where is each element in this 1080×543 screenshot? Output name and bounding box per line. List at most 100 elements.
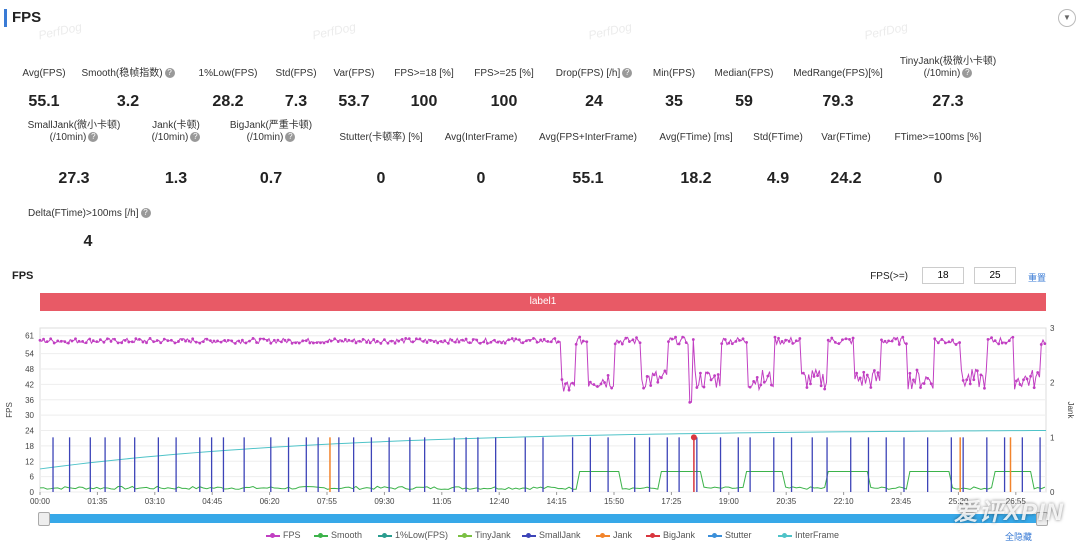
legend-item[interactable]: Stutter [708,530,752,540]
fps-point [155,339,159,342]
y2-tick-label: 3 [1050,324,1055,333]
fps-point [535,340,539,344]
fps-point [990,336,993,340]
fps-point [581,339,585,343]
fps-point [457,340,461,344]
x-tick-label: 11:05 [432,497,452,506]
metric-card: Jank(卡顿) (/10min)? 1.3 [116,120,236,187]
fps-point [340,339,344,343]
fps-point [507,338,511,342]
fps-point [201,340,205,343]
fps-point [588,380,592,384]
fps-point [730,342,734,346]
hide-all-button[interactable]: 全隐藏 [1004,532,1032,542]
section-title: FPS [12,9,42,26]
legend-item[interactable]: 1%Low(FPS) [378,530,448,540]
metric-card: Var(FPS) 53.7 [294,68,414,118]
metric-value: 18.2 [680,170,712,187]
fps-point [209,339,212,343]
x-tick-label: 19:00 [719,497,740,506]
fps-point [343,337,347,341]
legend-label: BigJank [663,530,696,540]
fps-threshold-1-input[interactable] [922,267,964,284]
fps-point [393,341,397,345]
y2-axis-label: Jank [1066,402,1075,420]
metric-label: Jank(卡顿) [116,120,236,132]
help-icon[interactable]: ? [190,132,201,143]
fps-point [780,340,784,343]
fps-point [198,341,202,345]
legend-item[interactable]: FPS [266,530,301,540]
fps-point [865,373,869,377]
fps-point [240,338,244,342]
legend-item[interactable]: InterFrame [778,530,839,540]
fps-point [592,383,596,386]
metric-label: Delta(FTime)>100ms [/h]? [28,208,151,220]
metric-label-text: Avg(FTime) [ms] [659,132,733,143]
fps-point [127,340,131,344]
slider-end-handle[interactable] [1036,512,1048,526]
fps-point [993,339,997,343]
fps-point [258,337,262,341]
fps-point [553,337,557,340]
metric-label-text: 1%Low(FPS) [198,68,258,79]
metric-value: 100 [490,93,518,110]
fps-point [191,337,195,341]
fps-point [223,339,227,342]
fps-point [120,341,124,345]
label-band[interactable]: label1 [40,293,1046,311]
help-icon[interactable]: ? [140,208,151,219]
legend-item[interactable]: Jank [596,530,632,540]
x-tick-label: 26:55 [1006,497,1027,506]
fps-point [986,338,990,341]
help-icon[interactable]: ? [962,68,973,79]
metric-label-unit: (/10min)? [211,132,331,144]
metric-value: 28.2 [212,93,244,110]
y-tick-label: 6 [30,473,35,482]
fps-point [823,387,827,391]
legend-swatch-icon [596,532,610,538]
slider-start-handle[interactable] [38,512,50,526]
fps-point [152,340,156,344]
section-accent-bar [4,9,7,27]
legend-item[interactable]: TinyJank [458,530,511,540]
metric-label-text: Median(FPS) [714,68,774,79]
reset-button[interactable]: 重置 [1027,273,1046,283]
y-tick-label: 61 [25,332,34,341]
fps-point [738,338,741,342]
help-icon[interactable]: ? [622,68,633,79]
fps-point [663,369,667,373]
time-range-slider[interactable] [38,512,1048,526]
help-icon[interactable]: ? [88,132,99,143]
legend-item[interactable]: SmallJank [522,530,581,540]
metric-label: FPS>=18 [%] [364,68,484,80]
x-tick-label: 20:35 [776,497,797,506]
help-icon[interactable]: ? [164,68,175,79]
metric-label-text: Avg(FPS) [22,68,66,79]
help-icon[interactable]: ? [285,132,296,143]
legend-item[interactable]: BigJank [646,530,695,540]
fps-point [52,341,56,345]
fps-point [713,374,717,378]
chevron-down-icon[interactable]: ▼ [1058,9,1076,27]
metric-card: Smooth(稳帧指数)? 3.2 [68,68,188,118]
legend-swatch-icon [458,532,472,538]
fps-point [329,339,333,343]
fps-point [872,369,876,372]
x-tick-label: 01:35 [87,497,108,506]
fps-point [805,386,809,389]
fps-threshold-2-input[interactable] [974,267,1016,284]
metric-card: SmallJank(微小卡顿) (/10min)? 27.3 [14,120,134,187]
fps-point [844,337,848,341]
metric-label-text: MedRange(FPS)[%] [793,68,883,79]
legend-item[interactable]: Smooth [314,530,362,540]
metric-card: Var(FTime) 24.2 [786,132,906,187]
fps-point [397,339,401,343]
metric-label-text: Std(FTime) [753,132,803,143]
section-header: FPS ▼ [0,0,1080,36]
metric-card: FTime>=100ms [%] 0 [878,132,998,187]
y-axis-label: FPS [5,402,14,418]
fps-threshold-controls: FPS(>=) 重置 [866,267,1046,285]
fps-point [826,338,830,342]
